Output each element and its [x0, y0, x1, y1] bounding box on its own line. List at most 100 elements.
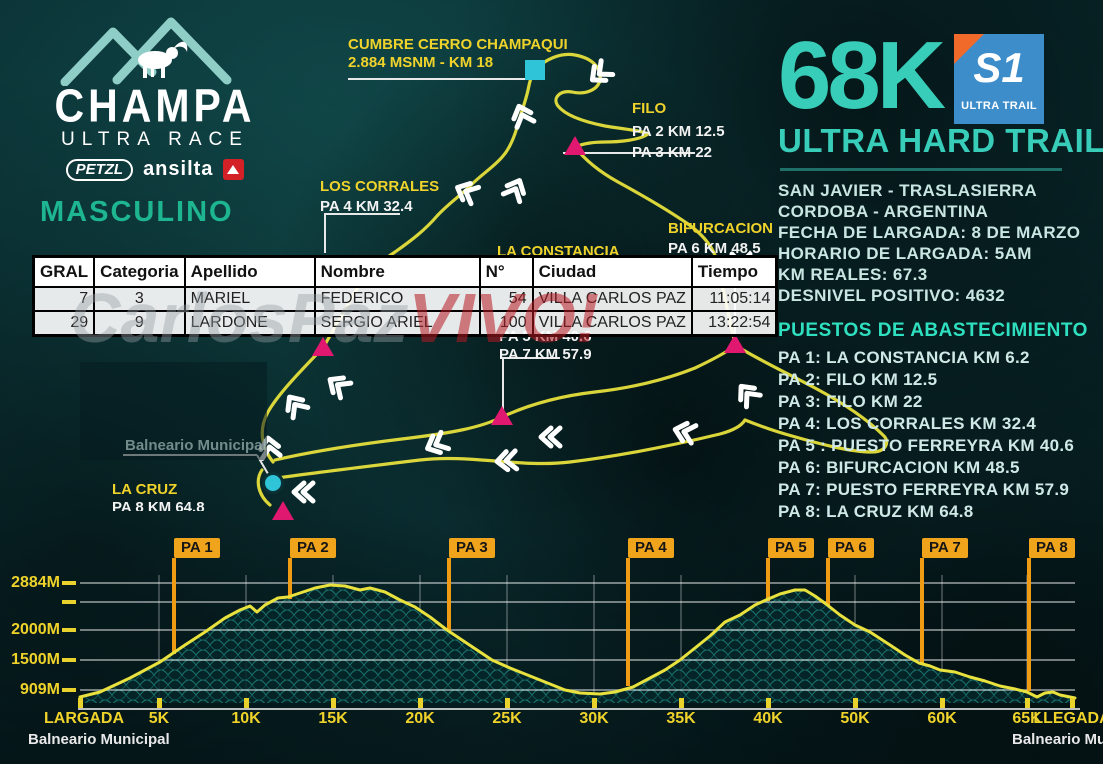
- brand-title: CHAMPA: [54, 80, 256, 132]
- start-area-inset: [80, 362, 267, 460]
- aid-triangle-marker-ferreyra: [491, 406, 513, 425]
- aid-flag: PA 3: [449, 538, 495, 558]
- label-la-cruz: LA CRUZ PA 8 KM 64.8: [112, 481, 205, 511]
- col-numero: N°: [478, 255, 534, 288]
- pa7-label: PA 7 KM 57.9: [499, 346, 592, 363]
- cell-apellido: MARIEL: [183, 286, 316, 312]
- distance-title: 68K: [778, 22, 946, 129]
- los-corrales-name: LOS CORRALES: [320, 178, 440, 195]
- aid-station-item: PA 1: LA CONSTANCIA KM 6.2: [778, 348, 1030, 367]
- filo-name: FILO: [632, 100, 667, 117]
- bifurcacion-pa: PA 6 KM 48.5: [668, 240, 761, 257]
- x-axis-label: 30K: [579, 710, 609, 727]
- ansilta-logo: ansilta: [143, 158, 214, 180]
- cell-gral: 29: [32, 310, 96, 337]
- badge-corner: [954, 34, 985, 64]
- event-detail: SAN JAVIER - TRASLASIERRA: [778, 181, 1038, 200]
- y-axis-label: 1500M: [11, 651, 60, 668]
- summit-marker: [525, 60, 545, 80]
- largada-sublabel: Balneario Municipal: [28, 731, 170, 748]
- event-panel: 68K S1 ULTRA TRAIL ULTRA HARD TRAIL SAN …: [778, 22, 1103, 523]
- petzl-logo: PETZL: [65, 158, 134, 181]
- x-axis-label: 65K: [1012, 710, 1042, 727]
- goat-silhouette: [138, 41, 188, 78]
- cell-gral: 7: [32, 286, 96, 312]
- aid-station-item: PA 8: LA CRUZ KM 64.8: [778, 502, 974, 521]
- cell-ciudad: VILLA CARLOS PAZ: [531, 286, 693, 312]
- aid-flag: PA 1: [174, 538, 220, 558]
- event-detail: HORARIO DE LARGADA: 5AM: [778, 244, 1032, 263]
- x-axis-label: LARGADA: [44, 710, 124, 727]
- x-axis-label: 10K: [231, 710, 261, 727]
- aid-flag: PA 8: [1029, 538, 1075, 558]
- y-axis-label: 2000M: [11, 621, 60, 638]
- label-filo: FILO PA 2 KM 12.5 PA 3 KM 22: [632, 100, 725, 162]
- llegada-sublabel: Balneario Municipal: [1012, 731, 1103, 748]
- aid-station-item: PA 5 : PUESTO FERREYRA KM 40.6: [778, 436, 1075, 455]
- event-detail: DESNIVEL POSITIVO: 4632: [778, 286, 1006, 305]
- aid-station-item: PA 6: BIFURCACION KM 48.5: [778, 458, 1020, 477]
- event-detail: KM REALES: 67.3: [778, 265, 928, 284]
- race-logo: CHAMPA ULTRA RACE PETZL ansilta: [40, 14, 270, 181]
- brand-subtitle: ULTRA RACE: [61, 129, 249, 150]
- table-row: 7 3 MARIEL FEDERICO 54 VILLA CARLOS PAZ …: [32, 286, 778, 312]
- cell-numero: 54: [478, 286, 534, 312]
- col-apellido: Apellido: [183, 255, 316, 288]
- event-detail: FECHA DE LARGADA: 8 DE MARZO: [778, 223, 1081, 242]
- cell-nombre: FEDERICO: [313, 286, 481, 312]
- cell-ciudad: VILLA CARLOS PAZ: [531, 310, 693, 337]
- aid-flag: PA 7: [922, 538, 968, 558]
- elevation-area: [80, 585, 1075, 703]
- la-cruz-name: LA CRUZ: [112, 481, 178, 498]
- aid-station-item: PA 2: FILO KM 12.5: [778, 370, 938, 389]
- table-row: 29 9 LARDONE SERGIO ARIEL 100 VILLA CARL…: [32, 310, 778, 337]
- event-subtitle: ULTRA HARD TRAIL: [778, 122, 1103, 159]
- badge-s1: S1: [973, 44, 1025, 91]
- col-gral: GRAL: [32, 255, 96, 288]
- cumbre-name: CUMBRE CERRO CHAMPAQUI: [348, 36, 568, 53]
- filo-pa3: PA 3 KM 22: [632, 144, 713, 161]
- aid-flag: PA 4: [628, 538, 674, 558]
- ansilta-mark-icon: [223, 159, 245, 180]
- results-table: GRAL Categoria Apellido Nombre N° Ciudad…: [32, 255, 779, 337]
- y-axis-label: 2884M: [11, 574, 60, 591]
- aid-station-item: PA 7: PUESTO FERREYRA KM 57.9: [778, 480, 1070, 499]
- cell-tiempo: 11:05:14: [690, 286, 778, 312]
- elevation-svg: [62, 558, 1080, 710]
- x-axis-label: 25K: [492, 710, 522, 727]
- aid-station-item: PA 3: FILO KM 22: [778, 392, 923, 411]
- x-axis-label: 35K: [666, 710, 696, 727]
- y-axis-ticks: [62, 581, 76, 692]
- los-corrales-pa: PA 4 KM 32.4: [320, 198, 413, 215]
- cell-categoria: 3: [93, 286, 186, 312]
- x-axis-label: 50K: [840, 710, 870, 727]
- cell-numero: 100: [478, 310, 534, 337]
- badge-ultra-trail: ULTRA TRAIL: [961, 100, 1038, 112]
- col-tiempo: Tiempo: [690, 255, 778, 288]
- elevation-line: [78, 583, 1077, 700]
- x-axis-label: 40K: [753, 710, 783, 727]
- cell-tiempo: 13:22:54: [690, 310, 778, 337]
- aid-station-item: PA 4: LOS CORRALES KM 32.4: [778, 414, 1037, 433]
- s1-ultra-trail-badge: S1 ULTRA TRAIL: [954, 34, 1045, 124]
- aid-flag: PA 2: [290, 538, 336, 558]
- aid-stations-title: PUESTOS DE ABASTECIMIENTO: [778, 320, 1088, 341]
- filo-pa2: PA 2 KM 12.5: [632, 123, 725, 140]
- la-cruz-pa: PA 8 KM 64.8: [112, 499, 205, 511]
- aid-triangle-marker-west: [312, 337, 334, 356]
- inset-label: Balneario Municipal: [125, 437, 267, 454]
- table-header-row: GRAL Categoria Apellido Nombre N° Ciudad…: [32, 255, 778, 288]
- aid-flag: PA 6: [828, 538, 874, 558]
- x-axis-label: 5K: [148, 710, 170, 727]
- y-axis-label: 909M: [19, 681, 60, 698]
- x-axis-ticks: [78, 698, 1075, 708]
- x-axis-label: 60K: [927, 710, 957, 727]
- col-categoria: Categoria: [93, 255, 186, 288]
- sponsor-logos: PETZL ansilta: [40, 158, 270, 181]
- elevation-chart: PA 1 PA 2 PA 3 PA 4 PA 5 PA 6 PA 7 PA 8 …: [0, 515, 1103, 764]
- cell-apellido: LARDONE: [183, 310, 316, 337]
- col-nombre: Nombre: [313, 255, 481, 288]
- mountain-goat-icon: [60, 17, 232, 86]
- cell-nombre: SERGIO ARIEL: [313, 310, 481, 337]
